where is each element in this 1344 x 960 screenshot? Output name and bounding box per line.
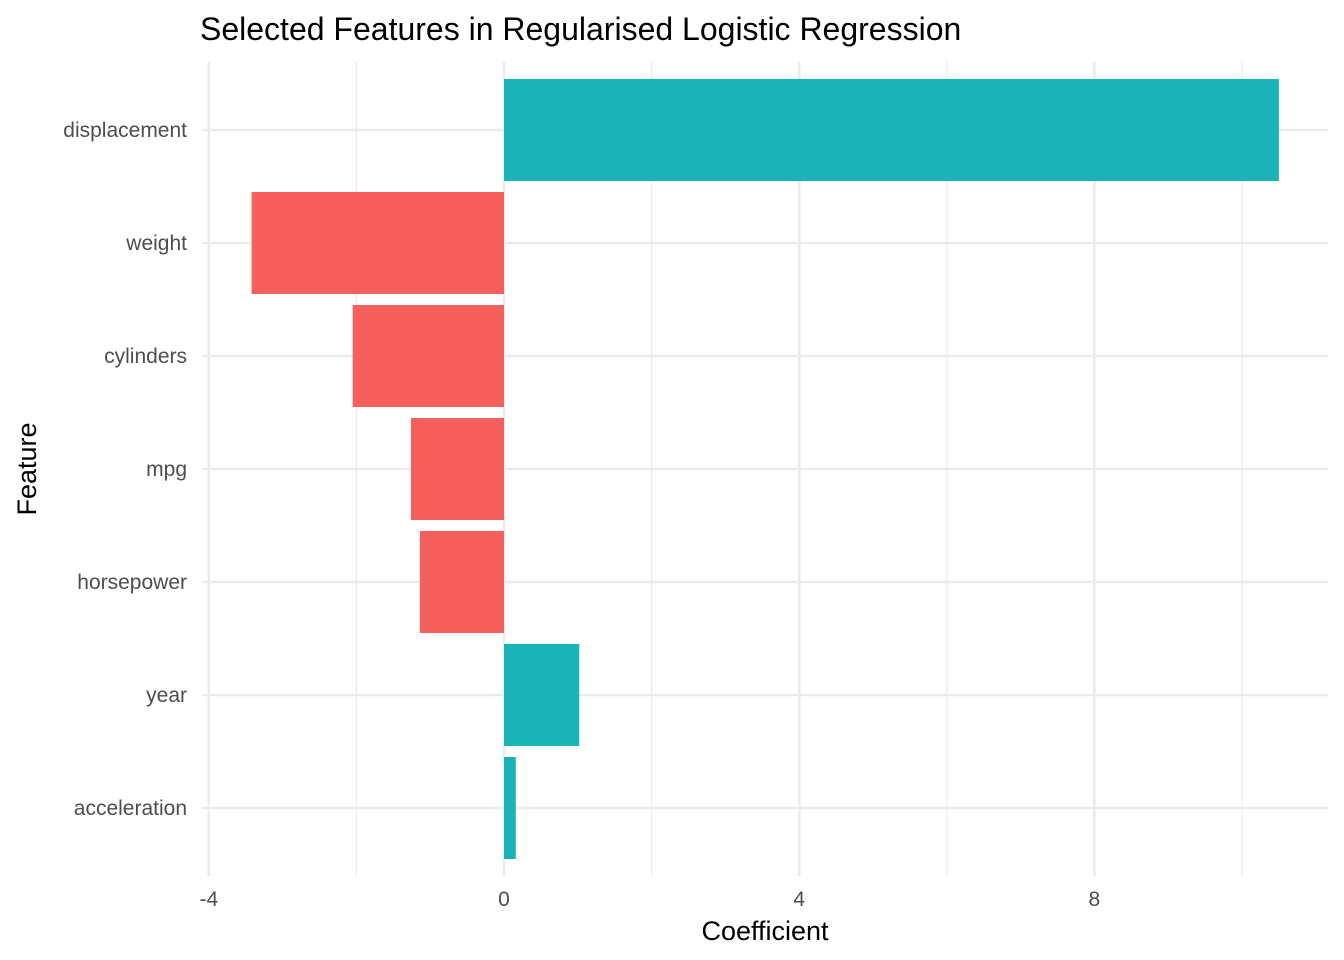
x-tick-label: -4 — [199, 888, 218, 911]
bar-horsepower — [419, 531, 504, 633]
y-axis-title: Feature — [12, 422, 42, 515]
bar-mpg — [411, 418, 504, 520]
x-tick-labels: -4 0 4 8 — [199, 888, 1100, 911]
x-tick-label: 0 — [498, 888, 510, 911]
y-tick-label: horsepower — [77, 571, 187, 594]
grid — [202, 62, 1328, 876]
x-tick-label: 8 — [1089, 888, 1101, 911]
y-tick-label: cylinders — [104, 345, 187, 368]
y-tick-label: weight — [125, 232, 187, 255]
y-tick-label: acceleration — [74, 797, 187, 820]
y-tick-label: mpg — [146, 458, 187, 481]
bar-cylinders — [352, 305, 504, 407]
bar-year — [504, 644, 580, 746]
chart-title: Selected Features in Regularised Logisti… — [200, 11, 961, 47]
y-tick-labels: displacement weight cylinders mpg horsepower… — [63, 119, 187, 820]
x-tick-label: 4 — [793, 888, 805, 911]
y-tick-label: year — [146, 684, 187, 707]
bar-acceleration — [504, 757, 516, 859]
bar-displacement — [504, 79, 1279, 181]
x-axis-title: Coefficient — [701, 916, 829, 946]
bars — [251, 79, 1279, 859]
y-tick-label: displacement — [63, 119, 187, 142]
bar-weight — [251, 192, 504, 294]
